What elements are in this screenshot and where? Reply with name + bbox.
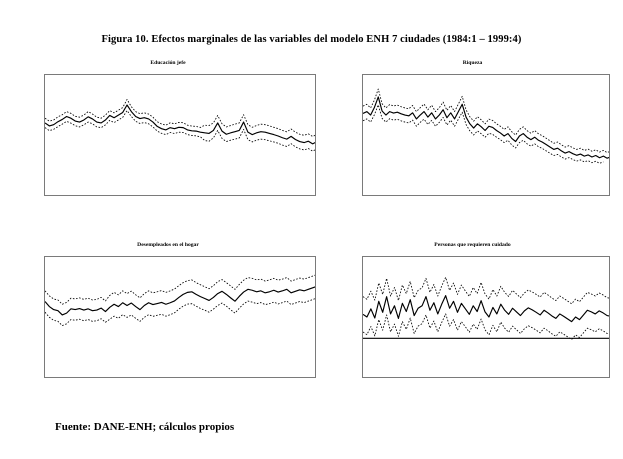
x-tick-mark — [292, 377, 293, 378]
x-tick-mark — [207, 377, 208, 378]
data-series-line — [363, 295, 609, 323]
x-tick-mark — [479, 195, 480, 196]
x-tick-mark — [448, 195, 449, 196]
x-tick-mark — [526, 195, 527, 196]
x-tick-mark — [139, 377, 140, 378]
panel-title-desempleados-en-el-hogar: Desempleados en el hogar — [137, 242, 199, 248]
series-canvas — [45, 274, 315, 327]
x-tick-mark — [448, 377, 449, 378]
data-series-line — [363, 104, 604, 164]
panel-title-personas-que-requieren-cuidado: Personas que requieren cuidado — [434, 242, 511, 248]
x-tick-mark — [241, 377, 242, 378]
data-series-line — [363, 88, 609, 154]
x-tick-mark — [495, 195, 496, 196]
x-tick-mark — [122, 377, 123, 378]
x-tick-mark — [258, 377, 259, 378]
data-series-line — [363, 276, 609, 305]
x-tick-mark — [283, 195, 284, 196]
x-tick-mark — [105, 377, 106, 378]
x-tick-mark — [386, 195, 387, 196]
panel-educacion-jefe: Educación jefe 0.000.010.020.030.040.050… — [12, 60, 324, 235]
data-series-line — [363, 96, 609, 159]
x-tick-mark — [603, 195, 604, 196]
x-tick-mark — [417, 195, 418, 196]
panel-title-riqueza: Riqueza — [462, 60, 483, 66]
x-tick-mark — [557, 195, 558, 196]
plot-area-0: 0.000.010.020.030.040.050.060.0719881989… — [44, 74, 316, 196]
data-series-line — [363, 313, 609, 340]
x-tick-mark — [603, 377, 604, 378]
x-tick-mark — [170, 195, 171, 196]
x-tick-mark — [224, 377, 225, 378]
panel-riqueza: Riqueza 0.000.010.020.030.040.050.060.07… — [330, 60, 615, 235]
x-tick-mark — [433, 377, 434, 378]
series-canvas — [363, 276, 609, 340]
figure-source: Fuente: DANE-ENH; cálculos propios — [55, 421, 235, 433]
series-canvas — [363, 88, 609, 164]
plot-area-2: 0.00-0.01-0.02-0.03-0.04-0.05-0.06-0.07-… — [44, 256, 316, 378]
figure-title: Figura 10. Efectos marginales de las var… — [101, 34, 522, 45]
x-tick-mark — [192, 195, 193, 196]
plot-area-1: 0.000.010.020.030.040.050.060.070.080.09… — [362, 74, 610, 196]
plot-area-3: 0.040.030.020.010.00-0.01-0.021984198519… — [362, 256, 610, 378]
x-tick-mark — [190, 377, 191, 378]
panel-desempleados-en-el-hogar: Desempleados en el hogar 0.00-0.01-0.02-… — [12, 242, 324, 417]
data-series-line — [45, 274, 315, 305]
x-tick-mark — [147, 195, 148, 196]
panel-title-educacion-jefe: Educación jefe — [150, 60, 186, 66]
x-tick-mark — [88, 377, 89, 378]
x-tick-mark — [56, 195, 57, 196]
x-tick-mark — [71, 377, 72, 378]
data-series-line — [45, 286, 315, 316]
x-tick-mark — [238, 195, 239, 196]
data-series-line — [45, 110, 315, 152]
x-tick-mark — [371, 377, 372, 378]
x-tick-mark — [510, 377, 511, 378]
x-tick-mark — [156, 377, 157, 378]
x-tick-mark — [260, 195, 261, 196]
x-tick-mark — [572, 195, 573, 196]
data-series-line — [45, 298, 315, 327]
data-series-line — [45, 104, 315, 145]
x-tick-mark — [54, 377, 55, 378]
x-tick-mark — [309, 377, 310, 378]
panel-personas-que-requieren-cuidado: Personas que requieren cuidado 0.040.030… — [330, 242, 615, 417]
x-tick-mark — [402, 377, 403, 378]
x-tick-mark — [386, 377, 387, 378]
x-tick-mark — [402, 195, 403, 196]
x-tick-mark — [495, 377, 496, 378]
x-tick-mark — [215, 195, 216, 196]
data-series-line — [45, 98, 315, 137]
x-tick-mark — [306, 195, 307, 196]
x-tick-mark — [464, 195, 465, 196]
x-tick-mark — [541, 377, 542, 378]
x-tick-mark — [572, 377, 573, 378]
x-tick-mark — [510, 195, 511, 196]
x-tick-mark — [275, 377, 276, 378]
x-tick-mark — [102, 195, 103, 196]
x-tick-mark — [526, 377, 527, 378]
x-tick-mark — [588, 195, 589, 196]
x-tick-mark — [479, 377, 480, 378]
x-tick-mark — [417, 377, 418, 378]
x-tick-mark — [557, 377, 558, 378]
x-tick-mark — [433, 195, 434, 196]
x-tick-mark — [464, 377, 465, 378]
x-tick-mark — [79, 195, 80, 196]
x-tick-mark — [124, 195, 125, 196]
x-tick-mark — [588, 377, 589, 378]
x-tick-mark — [541, 195, 542, 196]
x-tick-mark — [371, 195, 372, 196]
x-tick-mark — [173, 377, 174, 378]
series-canvas — [45, 98, 315, 152]
